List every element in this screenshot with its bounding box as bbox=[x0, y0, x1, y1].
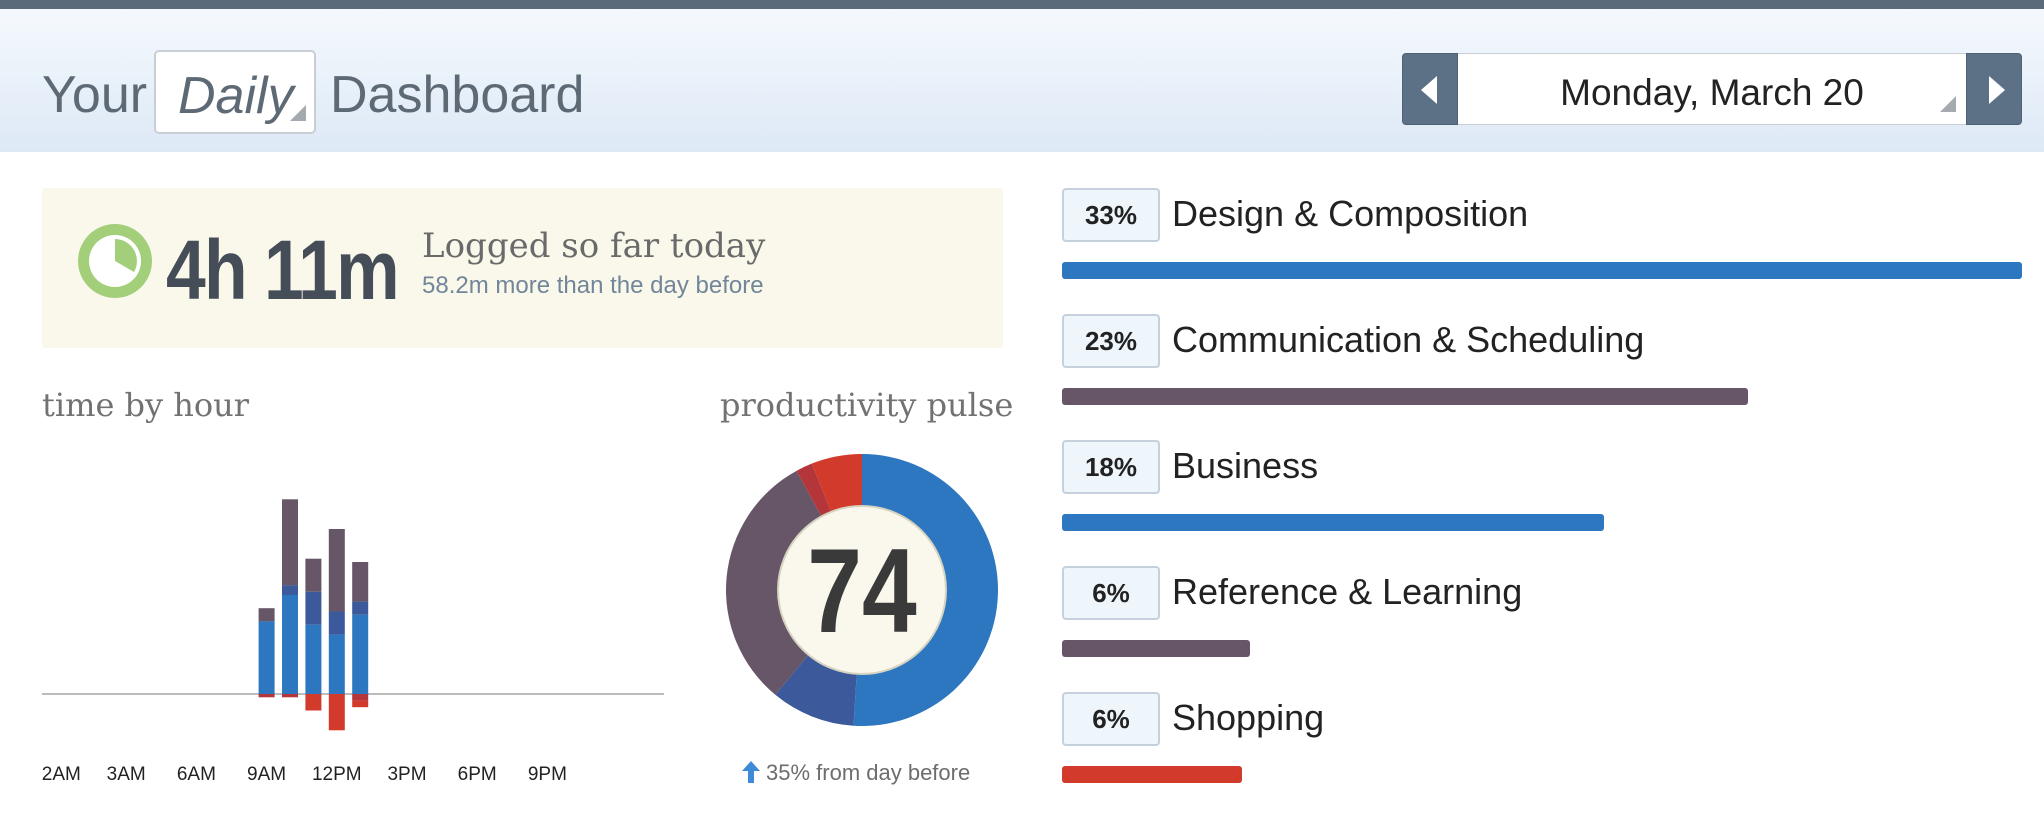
hour-bar-segment bbox=[305, 558, 322, 592]
logged-time-value: 4h 11m bbox=[166, 223, 400, 317]
arrow-up-icon bbox=[742, 761, 760, 783]
category-bar bbox=[1062, 514, 1604, 531]
logged-time-label: Logged so far today bbox=[422, 226, 766, 266]
productivity-pulse-chart: 74 bbox=[726, 454, 999, 726]
category-name[interactable]: Communication & Scheduling bbox=[1172, 319, 1645, 360]
pulse-slice bbox=[726, 470, 822, 695]
hour-axis-label: 3AM bbox=[107, 764, 146, 785]
category-name[interactable]: Design & Composition bbox=[1172, 193, 1529, 234]
logged-time-panel: 4h 11m Logged so far today 58.2m more th… bbox=[42, 188, 1003, 348]
pulse-score: 74 bbox=[807, 525, 916, 658]
hour-bar-segment bbox=[305, 624, 322, 694]
category-percent-badge: 6% bbox=[1062, 566, 1160, 620]
category-name[interactable]: Shopping bbox=[1172, 697, 1325, 738]
hour-bar-segment bbox=[328, 529, 345, 612]
time-by-hour-title: time by hour bbox=[42, 386, 250, 424]
category-row[interactable]: 18% Business bbox=[1062, 440, 2024, 560]
hour-axis-label: 6PM bbox=[458, 764, 497, 785]
category-row[interactable]: 33% Design & Composition bbox=[1062, 188, 2024, 308]
category-bar bbox=[1062, 262, 2022, 279]
hour-bar-segment bbox=[258, 694, 275, 698]
title-suffix: Dashboard bbox=[330, 66, 585, 124]
hour-bar-segment bbox=[258, 608, 275, 622]
hour-bar-segment bbox=[282, 585, 298, 595]
hour-bar-segment bbox=[328, 611, 345, 635]
pulse-slice bbox=[853, 454, 999, 726]
period-select-value: Daily bbox=[178, 67, 294, 125]
hour-bar-segment bbox=[352, 694, 369, 701]
logged-time-comparison: 58.2m more than the day before bbox=[422, 272, 764, 299]
hour-axis-label: 12AM bbox=[42, 764, 81, 785]
productivity-pulse-title: productivity pulse bbox=[720, 386, 1014, 424]
category-bar bbox=[1062, 766, 1242, 783]
chevron-left-icon bbox=[1421, 76, 1437, 104]
hour-bar-segment bbox=[282, 694, 298, 698]
productivity-pulse-footnote: 35% from day before bbox=[742, 760, 970, 786]
hour-bar-segment bbox=[305, 694, 322, 711]
select-corner-icon bbox=[290, 105, 306, 121]
category-row[interactable]: 23% Communication & Scheduling bbox=[1062, 314, 2024, 434]
category-percent-badge: 33% bbox=[1062, 188, 1160, 242]
category-name[interactable]: Reference & Learning bbox=[1172, 571, 1523, 612]
chevron-right-icon bbox=[1989, 76, 2005, 104]
period-select[interactable]: Daily bbox=[154, 50, 316, 134]
pulse-slice bbox=[796, 463, 832, 517]
pulse-slice bbox=[811, 454, 862, 512]
category-percent-badge: 6% bbox=[1062, 692, 1160, 746]
hour-bar-segment bbox=[282, 499, 298, 586]
category-percent-badge: 18% bbox=[1062, 440, 1160, 494]
hour-bar-segment bbox=[328, 634, 345, 694]
clock-icon bbox=[78, 224, 152, 298]
date-picker-value: Monday, March 20 bbox=[1560, 72, 1864, 113]
header: Your Daily Dashboard Monday, March 20 bbox=[0, 9, 2044, 152]
previous-day-button[interactable] bbox=[1402, 53, 1458, 125]
hour-axis-label: 9AM bbox=[247, 764, 286, 785]
hour-axis-label: 9PM bbox=[528, 764, 567, 785]
category-name[interactable]: Business bbox=[1172, 445, 1319, 486]
pulse-center bbox=[777, 505, 947, 675]
time-by-hour-chart: 12AM 3AM 6AM 9AM 12PM 3PM 6PM 9PM bbox=[42, 499, 664, 785]
category-row[interactable]: 6% Reference & Learning bbox=[1062, 566, 2024, 686]
hour-bar-segment bbox=[352, 562, 369, 602]
category-bar bbox=[1062, 640, 1250, 657]
category-percent-badge: 23% bbox=[1062, 314, 1160, 368]
hour-axis-label: 12PM bbox=[312, 764, 362, 785]
hour-bar-segment bbox=[282, 595, 298, 694]
hour-bar-segment bbox=[305, 591, 322, 625]
productivity-pulse-change: 35% from day before bbox=[766, 760, 971, 785]
hour-bar-segment bbox=[352, 700, 369, 708]
category-bar bbox=[1062, 388, 1748, 405]
hour-bar-segment bbox=[328, 694, 345, 731]
category-row[interactable]: 6% Shopping bbox=[1062, 692, 2024, 812]
hour-axis-label: 6AM bbox=[177, 764, 216, 785]
select-corner-icon bbox=[1940, 96, 1956, 112]
hour-axis-label: 3PM bbox=[387, 764, 426, 785]
hour-bar-segment bbox=[352, 614, 369, 694]
next-day-button[interactable] bbox=[1966, 53, 2022, 125]
title-prefix: Your bbox=[42, 66, 148, 124]
date-picker[interactable]: Monday, March 20 bbox=[1458, 53, 1966, 125]
top-stripe bbox=[0, 0, 2044, 9]
date-navigator: Monday, March 20 bbox=[1402, 53, 2022, 125]
pulse-slice bbox=[775, 654, 857, 726]
hour-bar-segment bbox=[258, 621, 275, 694]
hour-bar-segment bbox=[352, 601, 369, 615]
